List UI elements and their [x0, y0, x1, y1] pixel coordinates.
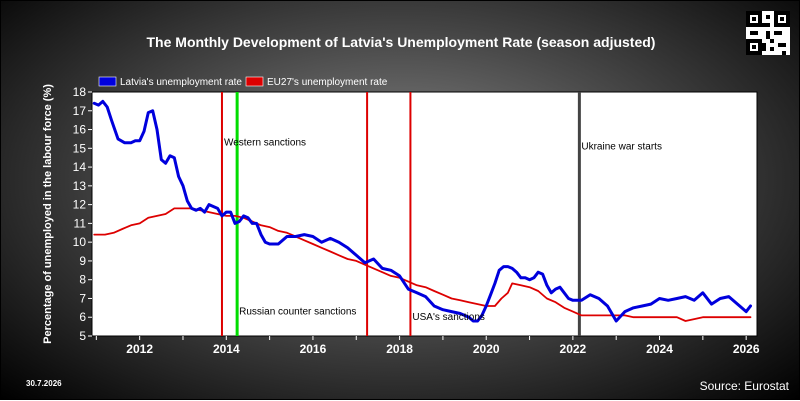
qr-code-icon [746, 11, 790, 55]
chart-title: The Monthly Development of Latvia's Unem… [146, 34, 656, 50]
annotation-1: Russian counter sanctions [239, 307, 356, 318]
y-tick-label: 11 [74, 216, 87, 230]
y-tick-label: 18 [73, 85, 87, 99]
series-line-eu27 [93, 207, 752, 322]
x-tick-label: 2024 [646, 342, 673, 356]
legend: Latvia's unemployment rate EU27's unempl… [98, 76, 388, 88]
annotation-3: Ukraine war starts [581, 141, 662, 152]
x-tick-label: 2020 [473, 342, 500, 356]
series-line-latvia [92, 99, 752, 323]
y-tick-label: 6 [79, 310, 86, 324]
x-tick-label: 2012 [126, 342, 153, 356]
y-tick-label: 8 [79, 273, 86, 287]
footer-date: 30.7.2026 [26, 379, 62, 388]
footer-source: Source: Eurostat [699, 379, 789, 393]
legend-swatch-eu27 [245, 76, 264, 87]
y-tick-label: 9 [79, 254, 86, 268]
y-tick-label: 15 [73, 141, 87, 155]
y-axis-label: Percentage of unemployed in the labour f… [42, 84, 54, 344]
legend-label-eu27: EU27's unemployment rate [267, 77, 388, 88]
y-tick-label: 10 [73, 235, 87, 249]
x-tick-label: 2018 [386, 342, 413, 356]
legend-label-latvia: Latvia's unemployment rate [120, 77, 242, 88]
y-tick-label: 7 [79, 291, 86, 305]
y-tick-label: 13 [73, 179, 87, 193]
x-tick-label: 2014 [213, 342, 240, 356]
x-tick-label: 2026 [733, 342, 760, 356]
x-tick-label: 2022 [560, 342, 587, 356]
annotation-2: USA's sanctions [412, 312, 485, 323]
legend-swatch-latvia [98, 76, 117, 87]
y-tick-label: 12 [73, 198, 87, 212]
y-tick-label: 5 [79, 329, 86, 343]
x-tick-label: 2016 [300, 342, 327, 356]
y-tick-label: 14 [73, 160, 87, 174]
y-tick-label: 17 [73, 104, 87, 118]
y-tick-label: 16 [73, 123, 87, 137]
annotation-0: Western sanctions [224, 138, 306, 149]
